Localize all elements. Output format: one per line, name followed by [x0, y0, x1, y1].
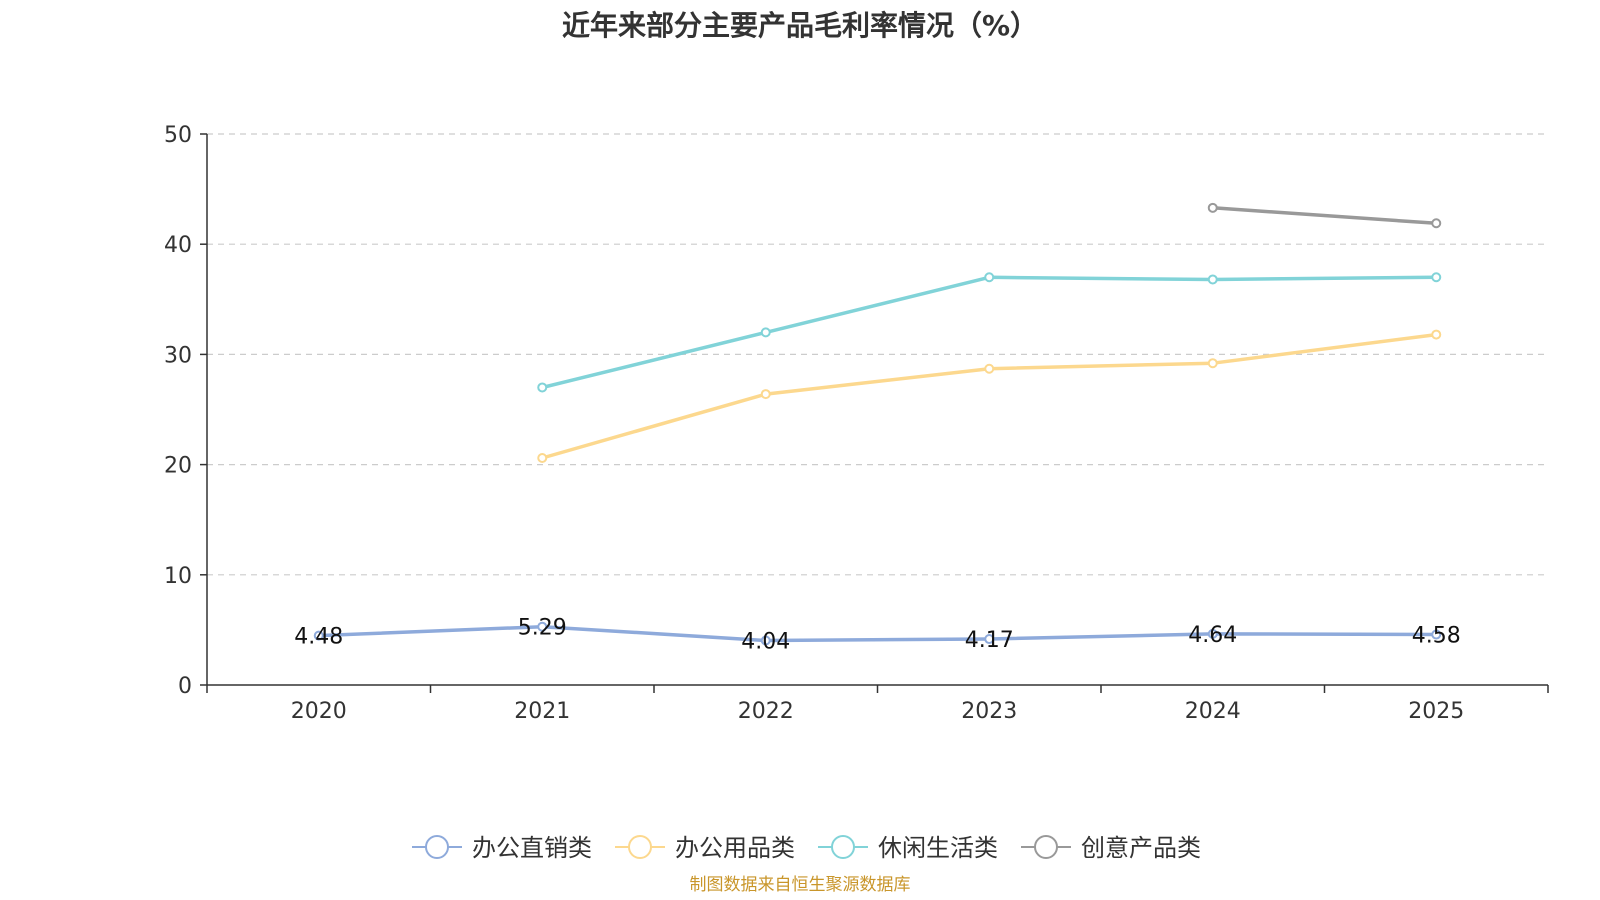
legend-item-2: 休闲生活类 — [818, 834, 998, 862]
data-point — [984, 272, 995, 283]
legend-marker — [425, 835, 449, 859]
x-tick-label: 2025 — [1408, 699, 1464, 724]
x-tick-label: 2023 — [961, 699, 1017, 724]
legend-marker — [628, 835, 652, 859]
legend-item-1: 办公用品类 — [615, 834, 795, 862]
legend-item-0: 办公直销类 — [412, 834, 592, 862]
chart-title: 近年来部分主要产品毛利率情况（%） — [561, 9, 1039, 42]
x-tick-label: 2020 — [291, 699, 347, 724]
data-label: 4.64 — [1188, 623, 1237, 648]
axis-layer: 0 10 20 30 40 50 2020 2021 2022 2023 2024 2025 — [164, 123, 1549, 724]
data-point — [1207, 202, 1218, 213]
data-point — [1431, 218, 1442, 229]
data-point — [537, 382, 548, 393]
data-label: 4.48 — [294, 625, 343, 650]
legend-marker — [831, 835, 855, 859]
data-label: 5.29 — [518, 616, 567, 641]
legend-label: 创意产品类 — [1081, 834, 1201, 862]
data-label: 4.17 — [965, 628, 1014, 653]
y-tick-label: 30 — [164, 343, 192, 368]
data-point — [537, 452, 548, 463]
data-point — [760, 389, 771, 400]
legend: 办公直销类 办公用品类 休闲生活类 创意产品类 — [412, 834, 1201, 862]
source-note: 制图数据来自恒生聚源数据库 — [689, 875, 911, 895]
x-tick-label: 2021 — [514, 699, 570, 724]
data-point — [1431, 629, 1442, 640]
legend-label: 休闲生活类 — [878, 834, 998, 862]
legend-label: 办公直销类 — [472, 834, 592, 862]
data-point — [1207, 628, 1218, 639]
data-point — [313, 630, 324, 641]
data-point — [760, 635, 771, 646]
series-layer — [313, 202, 1442, 646]
data-point — [984, 363, 995, 374]
legend-label: 办公用品类 — [675, 834, 795, 862]
legend-marker — [1034, 835, 1058, 859]
y-tick-label: 0 — [178, 674, 192, 699]
y-tick-label: 10 — [164, 564, 192, 589]
data-label: 4.04 — [741, 629, 790, 654]
data-point — [1207, 274, 1218, 285]
data-point — [984, 634, 995, 645]
data-point — [1431, 272, 1442, 283]
legend-item-3: 创意产品类 — [1021, 834, 1201, 862]
x-tick-label: 2022 — [738, 699, 794, 724]
data-point — [1207, 358, 1218, 369]
data-point — [537, 621, 548, 632]
series-line-0 — [318, 624, 1437, 643]
y-tick-label: 50 — [164, 123, 192, 148]
data-point — [1431, 329, 1442, 340]
data-label: 4.58 — [1412, 624, 1461, 649]
series-line-3 — [1212, 206, 1437, 226]
grid-layer — [207, 133, 1548, 576]
data-label-layer: 4.48 5.29 4.04 4.17 4.64 4.58 — [294, 616, 1460, 655]
y-tick-label: 20 — [164, 454, 192, 479]
data-point — [760, 327, 771, 338]
x-tick-label: 2024 — [1185, 699, 1241, 724]
y-tick-label: 40 — [164, 233, 192, 258]
